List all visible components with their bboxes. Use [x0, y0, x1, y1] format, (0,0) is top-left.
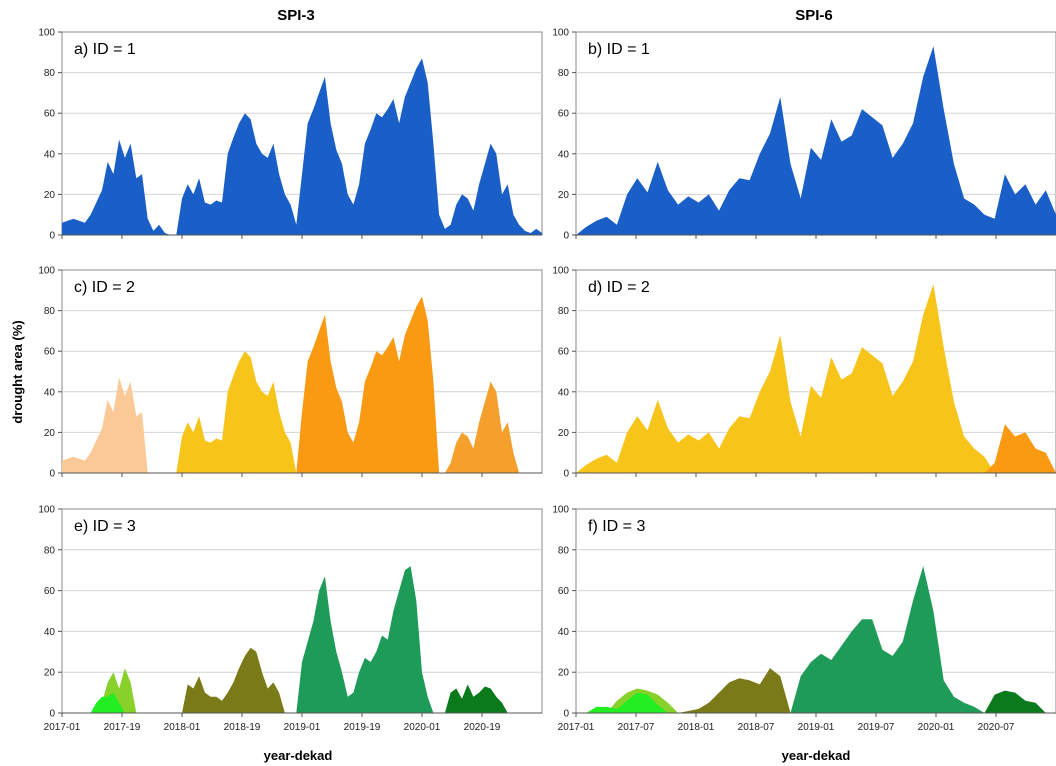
x-tick-label: 2019-19: [344, 722, 381, 733]
y-tick-label: 100: [552, 266, 569, 277]
x-tick-label: 2020-19: [464, 722, 501, 733]
y-tick-label: 100: [38, 266, 55, 277]
y-tick-label: 100: [38, 28, 55, 39]
x-tick-label: 2017-07: [618, 722, 655, 733]
x-tick-label: 2017-01: [558, 722, 595, 733]
area-series-4: [444, 684, 508, 713]
area-series-0: [576, 284, 995, 473]
panel-1: 0 20 40 60 80 100 b) ID = 1: [552, 28, 1056, 242]
y-tick-label: 40: [558, 149, 570, 160]
area-series-4: [984, 690, 1046, 713]
area-series-3: [296, 566, 434, 713]
y-tick-label: 40: [44, 149, 56, 160]
x-tick-label: 2018-19: [224, 722, 261, 733]
y-tick-label: 60: [558, 347, 570, 358]
area-series-0: [62, 58, 542, 236]
y-tick-label: 60: [558, 109, 570, 120]
y-tick-label: 60: [44, 109, 56, 120]
panel-label: d) ID = 2: [588, 279, 650, 296]
panel-label: c) ID = 2: [74, 279, 135, 296]
panel-label: e) ID = 3: [74, 518, 136, 535]
y-tick-label: 20: [44, 428, 56, 439]
panel-label: a) ID = 1: [74, 41, 136, 58]
area-series-1: [176, 351, 297, 473]
y-tick-label: 0: [563, 709, 569, 720]
y-tick-label: 0: [49, 469, 55, 480]
x-tick-label: 2018-01: [678, 722, 715, 733]
panels: 0 20 40 60 80 100 a) ID = 1 0 20 40 60 80 100 b) ID =…: [38, 28, 1056, 733]
y-tick-label: 40: [558, 627, 570, 638]
x-tick-label: 2020-07: [978, 722, 1015, 733]
panel-2: 0 20 40 60 80 100 c) ID = 2: [38, 266, 543, 480]
y-axis-label: drought area (%): [10, 320, 25, 423]
y-tick-label: 0: [49, 709, 55, 720]
x-tick-label: 2018-01: [164, 722, 201, 733]
area-series-2: [182, 647, 285, 713]
y-tick-label: 20: [44, 668, 56, 679]
y-tick-label: 60: [44, 347, 56, 358]
area-series-3: [790, 566, 985, 713]
y-tick-label: 20: [44, 190, 56, 201]
x-tick-label: 2019-01: [798, 722, 835, 733]
y-tick-label: 80: [558, 68, 570, 79]
panel-0: 0 20 40 60 80 100 a) ID = 1: [38, 28, 543, 242]
y-tick-label: 100: [552, 505, 569, 516]
y-tick-label: 0: [49, 231, 55, 242]
y-tick-label: 80: [558, 545, 570, 556]
x-tick-label: 2020-01: [918, 722, 955, 733]
area-series-0: [62, 377, 148, 473]
y-tick-label: 20: [558, 428, 570, 439]
y-tick-label: 0: [563, 231, 569, 242]
col-title-spi3: SPI-3: [277, 7, 315, 24]
y-tick-label: 40: [558, 387, 570, 398]
area-series-2: [678, 668, 791, 713]
y-tick-label: 100: [552, 28, 569, 39]
x-tick-label: 2017-01: [44, 722, 81, 733]
x-tick-label: 2018-07: [738, 722, 775, 733]
panel-label: f) ID = 3: [588, 518, 645, 535]
x-tick-label: 2020-01: [404, 722, 441, 733]
plot-frame: [61, 508, 543, 714]
y-tick-label: 0: [563, 469, 569, 480]
y-tick-label: 40: [44, 387, 56, 398]
y-tick-label: 60: [44, 586, 56, 597]
panel-4: 0 20 40 60 80 100 2017-01 2017-19 2018-01 2018-19…: [38, 505, 543, 733]
x-tick-label: 2019-07: [858, 722, 895, 733]
x-axis-label-right: year-dekad: [782, 748, 851, 763]
panel-3: 0 20 40 60 80 100 d) ID = 2: [552, 266, 1056, 480]
y-tick-label: 20: [558, 668, 570, 679]
panel-label: b) ID = 1: [588, 41, 650, 58]
x-tick-label: 2017-19: [104, 722, 141, 733]
panel-5: 0 20 40 60 80 100 2017-01 2017-07 2018-01 2018-07…: [552, 505, 1056, 733]
y-tick-label: 80: [44, 545, 56, 556]
y-tick-label: 100: [38, 505, 55, 516]
y-tick-label: 80: [558, 306, 570, 317]
x-axis-label-left: year-dekad: [264, 748, 333, 763]
area-series-1: [984, 424, 1056, 473]
y-tick-label: 60: [558, 586, 570, 597]
x-tick-label: 2019-01: [284, 722, 321, 733]
y-tick-label: 20: [558, 190, 570, 201]
area-series-1: [586, 692, 668, 713]
y-tick-label: 80: [44, 68, 56, 79]
area-series-2: [296, 296, 440, 473]
area-series-1: [90, 692, 125, 713]
area-series-0: [576, 46, 1056, 236]
col-title-spi6: SPI-6: [795, 7, 833, 24]
area-series-3: [444, 381, 520, 473]
y-tick-label: 40: [44, 627, 56, 638]
y-tick-label: 80: [44, 306, 56, 317]
